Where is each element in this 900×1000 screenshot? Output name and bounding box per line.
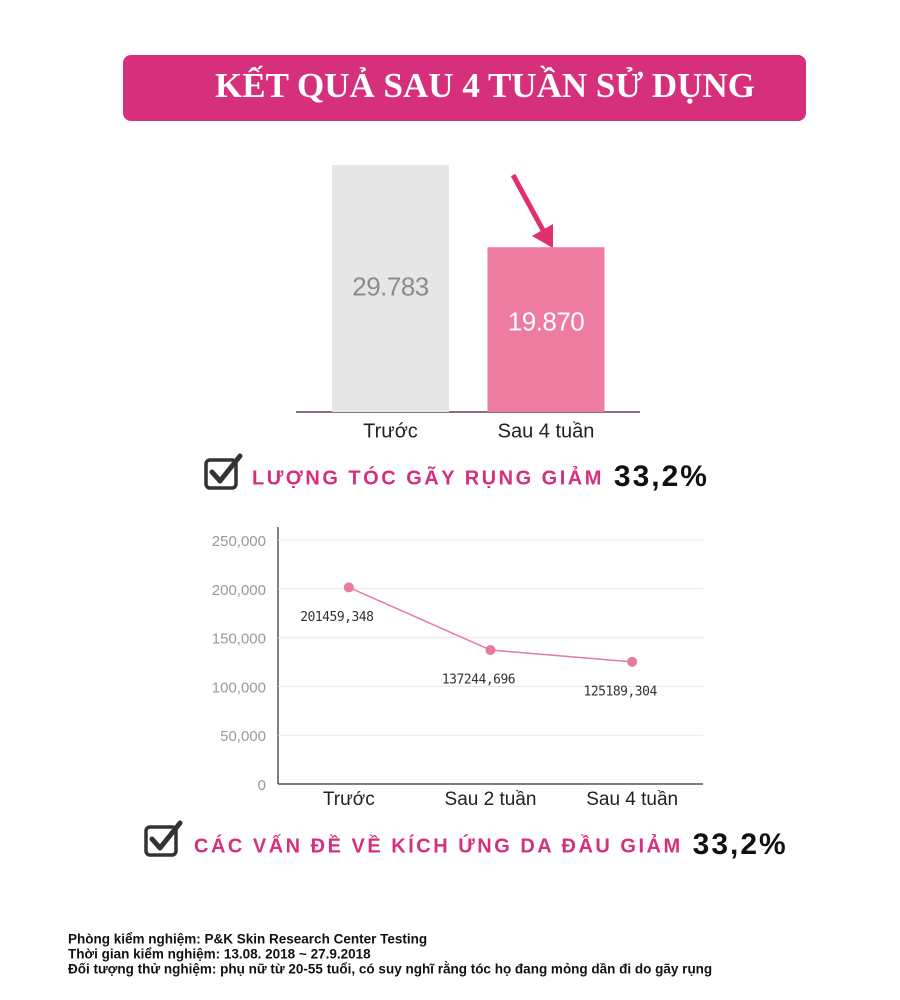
x-tick-label: Trước — [323, 789, 375, 810]
summary-value: 33,2% — [614, 460, 709, 493]
point-value-label: 137244,696 — [442, 673, 515, 688]
bar — [332, 165, 449, 412]
bar — [487, 247, 605, 412]
x-tick-label: Sau 4 tuần — [586, 789, 678, 810]
y-tick-label: 50,000 — [220, 728, 266, 745]
y-tick-label: 0 — [258, 777, 266, 794]
point — [627, 656, 638, 667]
summary-text: LƯỢNG TÓC GÃY RỤNG GIẢM — [252, 465, 604, 489]
x-tick-label: Trước — [363, 420, 418, 442]
footer-line: Thời gian kiểm nghiệm: 13.08. 2018 ~ 27.… — [68, 947, 371, 962]
y-tick-label: 250,000 — [212, 533, 266, 550]
check-icon — [204, 453, 243, 490]
bar-value-label: 29.783 — [352, 271, 429, 301]
y-tick-label: 200,000 — [212, 582, 266, 599]
header-title: KẾT QUẢ SAU 4 TUẦN SỬ DỤNG — [215, 65, 755, 105]
x-tick-label: Sau 4 tuần — [498, 420, 595, 442]
header-banner — [123, 55, 806, 121]
summary-value: 33,2% — [693, 828, 788, 861]
arrow — [510, 173, 553, 248]
bar-value-label: 19.870 — [508, 306, 585, 336]
x-tick-label: Sau 2 tuần — [445, 789, 537, 810]
y-tick-label: 100,000 — [212, 679, 266, 696]
check-icon — [144, 820, 183, 857]
footer-line: Phòng kiểm nghiệm: P&K Skin Research Cen… — [68, 932, 427, 947]
point — [343, 582, 354, 593]
point-value-label: 201459,348 — [300, 610, 373, 625]
y-tick-label: 150,000 — [212, 631, 266, 648]
point-value-label: 125189,304 — [584, 684, 658, 699]
footer-line: Đối tượng thử nghiệm: phụ nữ từ 20-55 tu… — [68, 962, 712, 977]
point — [485, 645, 496, 656]
summary-text: CÁC VẤN ĐỀ VỀ KÍCH ỨNG DA ĐẦU GIẢM — [194, 833, 683, 857]
